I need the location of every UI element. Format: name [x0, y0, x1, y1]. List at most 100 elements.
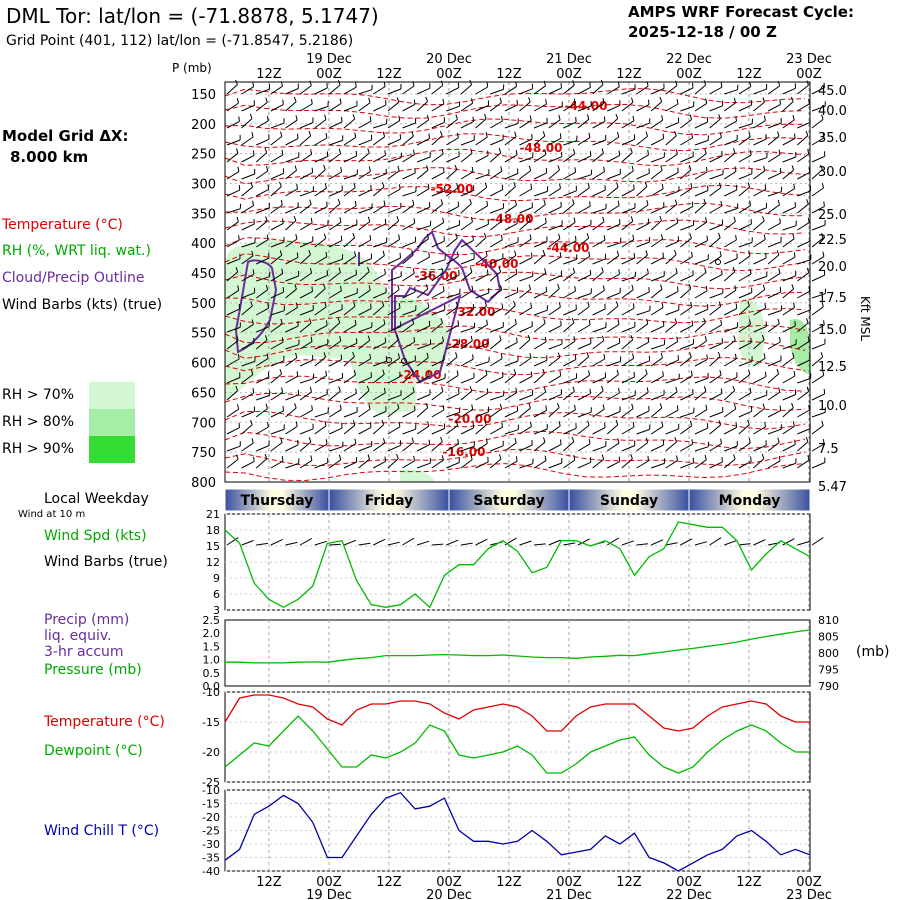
xsec-wind-barb: [490, 88, 504, 95]
xsec-wind-barb-flag: [616, 250, 620, 256]
height-tick-label: 40.0: [818, 104, 847, 119]
xsec-wind-barb: [709, 224, 723, 231]
xsec-wind-barb: [782, 238, 795, 248]
surface-wind-barb: [446, 539, 459, 546]
xsec-wind-barb: [329, 377, 343, 384]
xsec-wind-barb: [563, 84, 575, 95]
xsec-wind-barb-flag: [414, 405, 416, 411]
xsec-wind-barb: [241, 205, 254, 214]
xsec-wind-barb-flag: [604, 422, 606, 428]
surface-wind-barb: [548, 539, 561, 546]
xsec-wind-barb-flag: [572, 199, 575, 205]
xsec-wind-barb-flag: [455, 233, 458, 239]
xsec-wind-barb: [650, 119, 663, 129]
xsec-wind-barb: [446, 256, 459, 265]
xsec-wind-barb: [475, 324, 488, 333]
xsec-wind-barb: [343, 187, 356, 197]
xsec-wind-barb: [577, 224, 592, 231]
xsec-wind-barb: [621, 445, 635, 452]
xsec-wind-barb: [314, 443, 328, 452]
xsec-wind-barb: [358, 139, 372, 146]
xsec-wind-barb-flag: [720, 82, 723, 88]
xsec-wind-barb: [694, 272, 707, 282]
xsec-wind-barb-flag: [396, 216, 400, 222]
xsec-wind-barb: [665, 204, 678, 214]
xsec-wind-barb: [490, 395, 504, 401]
xsec-wind-barb: [665, 309, 679, 316]
xsec-wind-barb-flag: [747, 182, 751, 188]
xsec-wind-barb-flag: [588, 251, 591, 257]
xsec-wind-barb-flag: [791, 165, 795, 171]
xsec-wind-barb: [606, 118, 619, 129]
xsec-wind-barb: [665, 322, 677, 333]
xsec-wind-barb-flag: [366, 385, 370, 391]
xsec-wind-barb: [811, 169, 823, 180]
xsec-wind-barb-flag: [528, 97, 531, 103]
xsec-wind-barb: [446, 393, 460, 401]
xsec-wind-barb: [519, 138, 533, 146]
xsec-wind-barb-flag: [412, 149, 415, 155]
wind-panel-ytick-label: 3: [213, 604, 220, 617]
xsec-wind-barb: [241, 273, 255, 282]
xsec-wind-barb-flag: [689, 420, 693, 426]
xsec-wind-barb: [621, 408, 634, 418]
xsec-wind-barb: [636, 391, 649, 401]
xsec-wind-barb-flag: [660, 233, 664, 240]
xsec-wind-barb: [460, 203, 472, 214]
xsec-wind-barb-flag: [513, 300, 516, 306]
xsec-wind-barb-flag: [558, 233, 561, 239]
xsec-wind-barb: [694, 139, 709, 146]
surface-wind-barb: [285, 541, 298, 546]
xsec-wind-barb: [285, 462, 299, 469]
xsec-wind-barb-flag: [412, 387, 415, 393]
top-time-tick-label: 00Z: [316, 67, 342, 82]
xsec-wind-barb: [299, 441, 312, 452]
xsec-wind-barb: [329, 84, 341, 95]
surface-wind-barb: [650, 539, 664, 546]
xsec-wind-barb: [358, 258, 372, 265]
xsec-wind-barb-flag: [352, 114, 356, 120]
xsec-wind-barb-flag: [369, 235, 372, 241]
rh-80-swatch: [89, 409, 135, 436]
xsec-wind-barb-flag: [572, 386, 575, 392]
surface-wind-barb: [270, 538, 283, 546]
xsec-wind-barb-flag: [251, 319, 254, 325]
xsec-wind-barb-flag: [618, 150, 621, 156]
xsec-wind-barb-flag: [602, 285, 605, 291]
xsec-wind-barb: [753, 357, 766, 367]
xsec-wind-barb: [504, 186, 516, 197]
xsec-wind-barb: [255, 102, 268, 112]
xsec-wind-barb-flag: [266, 115, 269, 121]
xsec-wind-barb-flag: [485, 132, 488, 138]
xsec-wind-barb: [270, 154, 284, 163]
xsec-wind-barb: [592, 239, 606, 248]
xsec-wind-barb: [767, 410, 781, 418]
xsec-wind-barb: [299, 85, 312, 95]
xsec-wind-barb: [665, 341, 678, 350]
xsec-wind-barb: [738, 292, 752, 299]
xsec-wind-barb-flag: [601, 454, 605, 460]
xsec-wind-barb-flag: [691, 439, 694, 445]
xsec-wind-barb-flag: [645, 250, 648, 256]
xsec-wind-barb: [226, 427, 240, 435]
xsec-wind-barb: [694, 390, 707, 401]
xsec-wind-barb: [285, 394, 299, 401]
windchill-panel-ytick-label: -40: [202, 865, 220, 878]
xsec-wind-barb-flag: [763, 234, 766, 240]
xsec-wind-barb: [533, 309, 548, 316]
xsec-wind-barb: [373, 292, 387, 299]
xsec-wind-barb-flag: [573, 98, 576, 104]
xsec-wind-barb: [548, 343, 563, 350]
xsec-wind-barb: [226, 445, 241, 452]
xsec-wind-barb-flag: [530, 302, 532, 308]
xsec-wind-barb: [431, 309, 445, 316]
xsec-wind-barb: [241, 118, 253, 129]
xsec-wind-barb: [387, 157, 402, 163]
xsec-wind-barb-flag: [734, 166, 737, 172]
precip-ytick-label: 0.5: [203, 667, 221, 680]
xsec-wind-barb-flag: [340, 285, 342, 291]
xsec-wind-barb: [460, 408, 473, 418]
xsec-wind-barb: [358, 458, 370, 469]
xsec-wind-barb: [358, 390, 370, 401]
xsec-wind-barb: [592, 84, 604, 95]
